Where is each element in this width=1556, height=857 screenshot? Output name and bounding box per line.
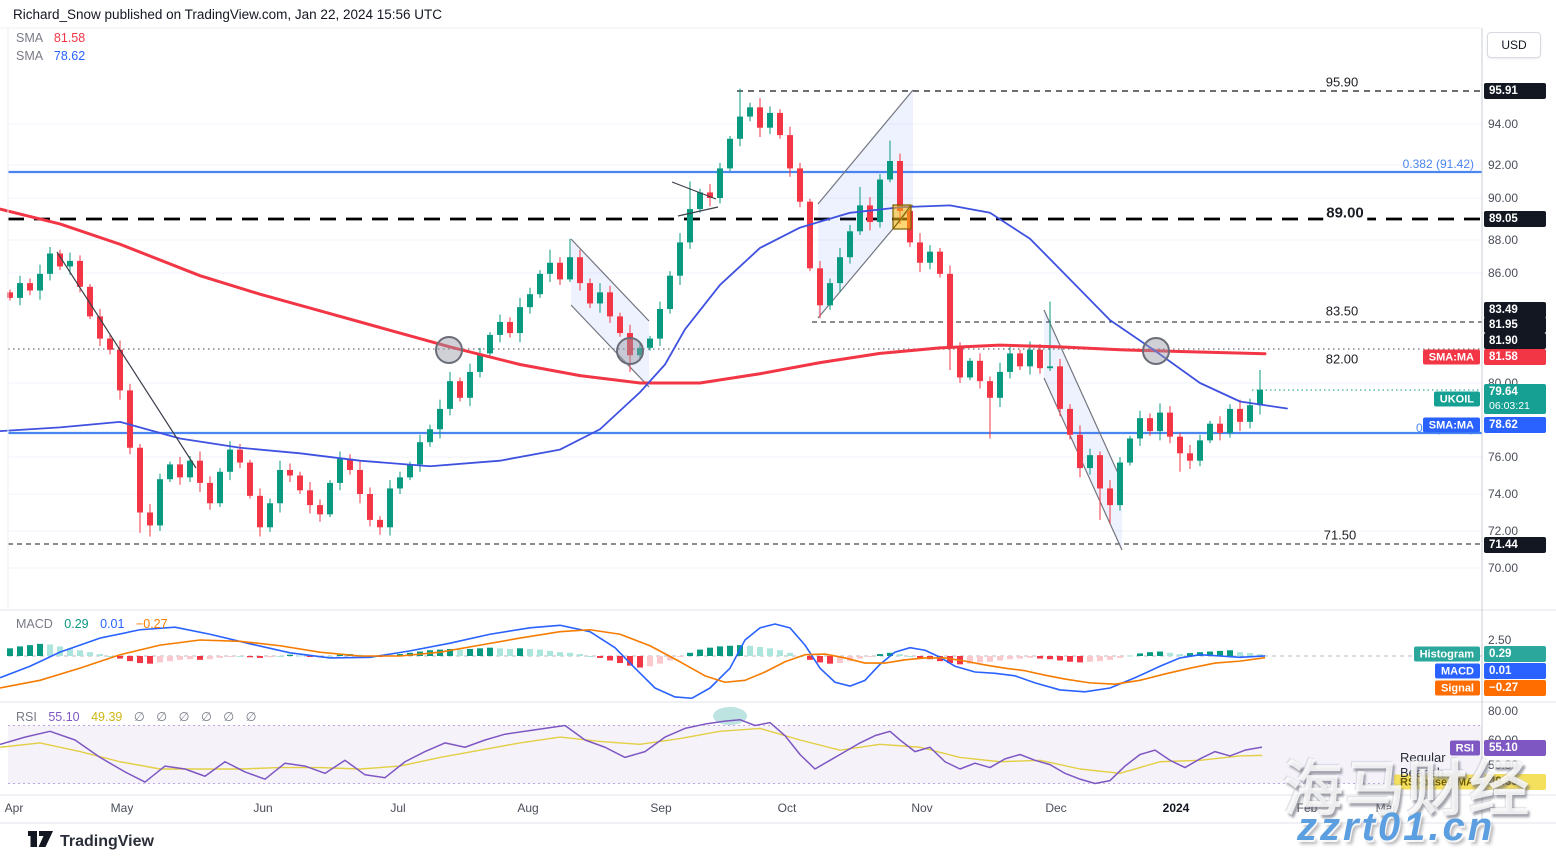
macd-line [0,623,1266,700]
macd-signal-line [0,628,1266,689]
indicator-label: SMA [16,31,43,45]
sma-value-blue: 78.62 [53,49,86,63]
publish-header: Richard_Snow published on TradingView.co… [13,7,443,22]
sma-blue-line [0,204,1288,468]
candles [7,88,1263,537]
indicator-label: MACD [16,617,53,631]
sma-red-line [0,207,1267,385]
sma-legend-1[interactable]: SMA 81.58 [16,31,85,45]
macd-line-value: 0.01 [100,617,125,631]
rsi-ma-value: 49.39 [91,710,123,724]
tradingview-logo[interactable]: TradingView [28,831,154,852]
macd-hist-value: 0.29 [64,617,89,631]
macd-legend[interactable]: MACD 0.29 0.01 −0.27 [16,617,168,631]
rsi-divergence-slots: ∅ ∅ ∅ ∅ ∅ ∅ [133,710,261,724]
sma-legend-2[interactable]: SMA 78.62 [16,49,85,63]
rsi-line [0,718,1263,785]
macd-signal-value: −0.27 [135,617,168,631]
rsi-value: 55.10 [48,710,80,724]
sma-value-red: 81.58 [53,31,86,45]
indicator-label: RSI [16,710,37,724]
tradingview-logo-icon [28,831,53,847]
currency-toggle-button[interactable]: USD [1487,32,1541,58]
time-axis[interactable] [0,796,1482,823]
rsi-ma-line [0,727,1263,775]
rsi-legend[interactable]: RSI 55.10 49.39 ∅ ∅ ∅ ∅ ∅ ∅ [16,709,261,724]
tradingview-logo-text: TradingView [60,832,154,850]
price-axis[interactable] [1483,28,1556,608]
watermark-url: zzrt01.cn [1297,805,1496,849]
indicator-label: SMA [16,49,43,63]
